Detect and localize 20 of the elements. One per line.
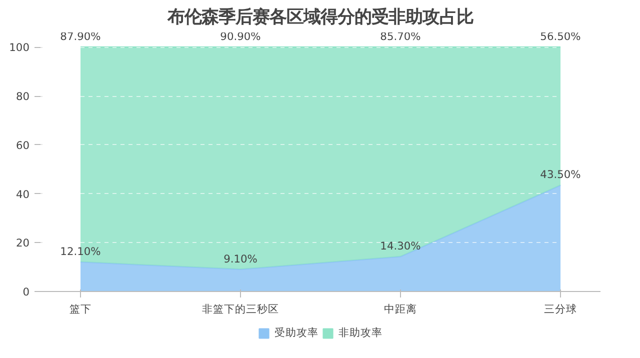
data-label: 85.70% [380, 30, 421, 44]
legend-label: 非助攻率 [338, 326, 382, 340]
data-label: 43.50% [540, 168, 581, 182]
data-label: 14.30% [380, 240, 421, 253]
x-tick-label: 非篮下的三秒区 [202, 302, 279, 316]
legend-label: 受助攻率 [274, 326, 318, 340]
y-tick-label: 60 [16, 138, 30, 152]
x-tick-label: 三分球 [544, 302, 577, 316]
y-tick-label: 80 [16, 90, 30, 104]
y-tick-label: 40 [16, 188, 30, 201]
y-tick-label: 100 [9, 41, 30, 54]
y-tick-label: 20 [16, 236, 30, 250]
data-label: 90.90% [220, 30, 261, 44]
data-label: 9.10% [224, 252, 258, 266]
chart-title: 布伦森季后赛各区域得分的受非助攻占比 [166, 8, 474, 28]
data-label: 87.90% [60, 30, 101, 44]
data-label: 56.50% [540, 30, 581, 44]
x-tick-label: 中距离 [384, 302, 417, 316]
x-tick-label: 篮下 [70, 302, 92, 316]
y-tick-label: 0 [22, 286, 30, 298]
